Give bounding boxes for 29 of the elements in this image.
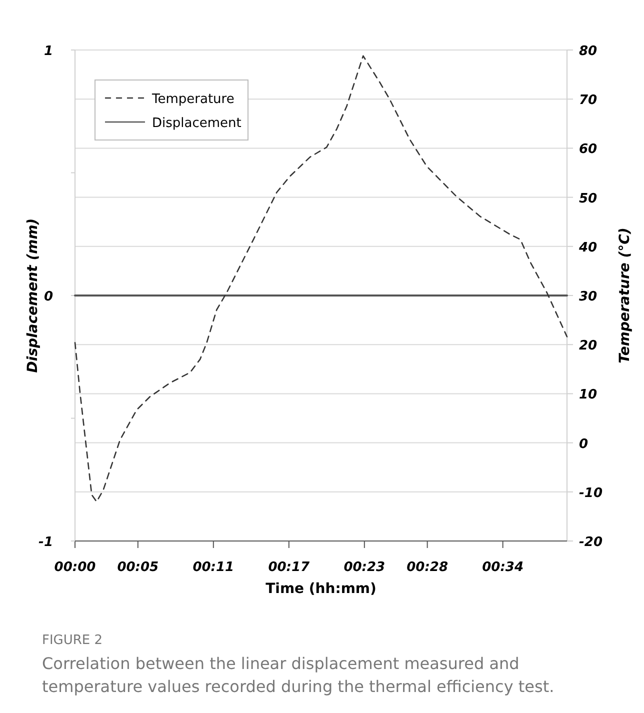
y-tick-label: 0 (44, 290, 53, 304)
y2-tick-label: 60 (579, 142, 598, 158)
y2-tick-label: 10 (579, 388, 598, 403)
legend-label: Temperature (151, 92, 234, 107)
y2-tick-label: 50 (579, 191, 598, 206)
x-tick-label: 00:23 (344, 560, 386, 575)
text: Correlation between the linear displacement measured and temperature values recorded during the thermal efficiency test. (42, 654, 554, 696)
y-axis-title: Displacement (mm) (25, 218, 41, 373)
line-series (74, 55, 568, 502)
x-tick-label: 00:34 (482, 560, 524, 575)
y2-tick-label: 40 (578, 240, 598, 256)
legend-label: Displacement (152, 116, 242, 131)
x-tick-label: 00:00 (54, 560, 96, 575)
y2-tick-label: 20 (579, 338, 598, 354)
y2-tick-label: -20 (579, 535, 602, 550)
y2-axis-title: Temperature (°C) (617, 228, 633, 364)
x-axis-title: Time (hh:mm) (266, 581, 376, 597)
y2-tick-label: 70 (579, 93, 598, 108)
y2-tick-label: -10 (579, 486, 602, 501)
x-tick-label: 00:05 (117, 560, 159, 575)
y-tick-label: 1 (44, 44, 53, 59)
y2-tick-label: 0 (579, 436, 588, 452)
y2-tick-label: 80 (579, 44, 598, 59)
caption: FIGURE 2 (42, 633, 103, 648)
y2-tick-label: 30 (579, 290, 598, 304)
x-tick-label: 00:11 (192, 560, 234, 575)
x-tick-label: 00:17 (268, 560, 311, 575)
x-tick-label: 00:28 (406, 560, 448, 575)
y-tick-label: -1 (38, 535, 53, 550)
